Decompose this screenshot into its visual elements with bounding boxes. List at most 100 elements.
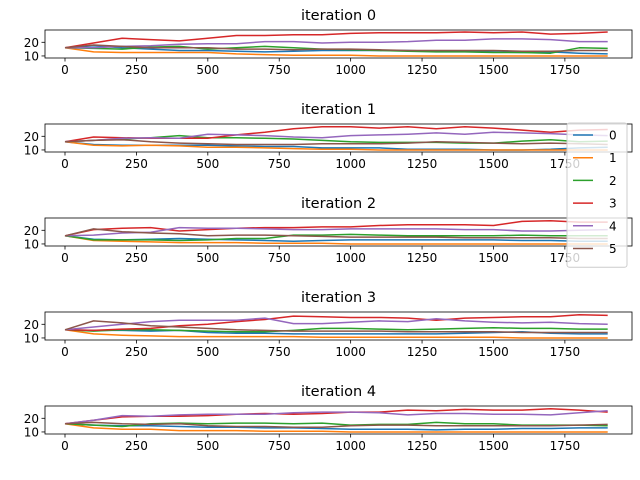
y-tick-label: 10 — [24, 331, 39, 345]
series-line-0 — [64, 235, 608, 242]
x-tick-label: 1750 — [550, 63, 581, 77]
legend-box — [566, 122, 628, 268]
y-tick-label: 10 — [24, 425, 39, 439]
x-tick-label: 250 — [125, 439, 148, 453]
x-tick-label: 1750 — [550, 345, 581, 359]
series-line-5 — [64, 138, 608, 146]
axes-frame — [44, 29, 633, 59]
series-line-2 — [64, 233, 608, 242]
x-tick-label: 1500 — [478, 251, 509, 265]
x-tick-label: 1500 — [478, 439, 509, 453]
series-line-4 — [64, 131, 608, 143]
x-tick-label: 0 — [61, 439, 69, 453]
subplot-iteration-2: iteration 20 250 500 750 1000 1250 1500 1750102… — [24, 196, 633, 265]
series-line-4 — [64, 317, 608, 331]
y-tick-label: 10 — [24, 49, 39, 63]
y-tick-label: 20 — [24, 318, 39, 332]
series-line-1 — [64, 47, 608, 57]
subplot-iteration-0: iteration 0 0 250 500 750 1000 1250 1500 1750 102… — [24, 8, 633, 77]
series-lines — [64, 219, 608, 245]
x-tick-label: 250 — [125, 345, 148, 359]
subplot-title: iteration 4 — [301, 384, 376, 400]
subplot-title: iteration 0 — [301, 8, 376, 24]
axes-frame — [44, 405, 633, 435]
series-line-3 — [64, 125, 608, 143]
x-tick-label: 1000 — [335, 439, 366, 453]
y-tick-label: 20 — [24, 412, 39, 426]
series-line-3 — [64, 31, 608, 49]
y-tick-label: 10 — [24, 237, 39, 251]
series-line-4 — [65, 38, 608, 49]
series-line-5 — [64, 320, 608, 334]
x-tick-label: 1250 — [407, 345, 438, 359]
x-tick-label: 750 — [268, 157, 291, 171]
series-line-5 — [64, 44, 608, 52]
series-line-1 — [64, 235, 608, 245]
x-tick-label: 1250 — [407, 157, 438, 171]
x-tick-label: 750 — [268, 63, 291, 77]
y-tick-label: 20 — [24, 224, 39, 238]
x-tick-label: 0 — [61, 251, 69, 265]
subplots: iteration 00 250 500 750 1000 1250 1500 1750102… — [24, 8, 633, 453]
y-tick-label: 10 — [24, 143, 39, 157]
series-line-0 — [64, 423, 608, 431]
x-tick-label: 1000 — [335, 63, 366, 77]
axes-frame — [44, 123, 633, 153]
x-tick-label: 0 — [61, 63, 69, 77]
y-tick-label: 20 — [24, 130, 39, 144]
x-tick-label: 1000 — [335, 345, 366, 359]
x-tick-label: 500 — [196, 157, 219, 171]
subplot-iteration-3: iteration 3 0 250 500 750 1000 1250 1500 1750 102… — [24, 290, 633, 359]
legend-label: 2 — [609, 174, 617, 188]
series-line-5 — [64, 228, 608, 240]
axes-frame — [44, 217, 633, 247]
series-lines — [64, 313, 608, 339]
x-tick-label: 0 — [61, 157, 69, 171]
subplot-iteration-1: iteration 10 250 500 750 1000 1250 1500 1750102… — [24, 102, 633, 171]
x-tick-label: 1500 — [478, 63, 509, 77]
subplot-iteration-4: iteration 4 0 250 500 750 1000 1250 1500 1750 102… — [24, 384, 633, 453]
x-tick-label: 1250 — [407, 251, 438, 265]
series-lines — [64, 407, 608, 433]
x-tick-label: 750 — [268, 439, 291, 453]
x-tick-label: 1500 — [478, 345, 509, 359]
x-tick-label: 250 — [125, 63, 148, 77]
x-tick-label: 1250 — [407, 63, 438, 77]
x-tick-label: 750 — [268, 251, 291, 265]
series-line-4 — [64, 410, 608, 425]
series-line-1 — [64, 329, 608, 339]
subplot-title: iteration 1 — [301, 102, 376, 118]
x-tick-label: 1500 — [478, 157, 509, 171]
x-tick-label: 1750 — [550, 439, 581, 453]
series-line-3 — [64, 219, 608, 237]
x-tick-label: 500 — [196, 63, 219, 77]
x-tick-label: 1000 — [335, 157, 366, 171]
x-tick-label: 0 — [61, 345, 69, 359]
series-line-5 — [64, 421, 608, 428]
legend-label: 0 — [609, 129, 617, 143]
axes-frame — [44, 311, 633, 341]
legend: 0 1 2 3 4 5 — [566, 122, 628, 268]
x-tick-label: 1000 — [335, 251, 366, 265]
series-line-2 — [64, 326, 608, 333]
legend-label: 5 — [609, 242, 617, 256]
x-tick-label: 500 — [196, 345, 219, 359]
series-line-1 — [64, 141, 608, 151]
y-tick-label: 20 — [24, 36, 39, 50]
x-tick-label: 250 — [125, 157, 148, 171]
subplot-title: iteration 2 — [301, 196, 376, 212]
legend-label: 3 — [609, 197, 617, 211]
series-lines — [64, 125, 608, 151]
subplot-title: iteration 3 — [301, 290, 376, 306]
legend-label: 4 — [609, 219, 617, 233]
series-line-1 — [64, 423, 608, 433]
series-line-4 — [64, 226, 608, 237]
x-tick-label: 500 — [196, 439, 219, 453]
x-tick-label: 500 — [196, 251, 219, 265]
series-line-3 — [64, 313, 608, 332]
series-lines — [64, 31, 608, 57]
legend-label: 1 — [609, 151, 617, 165]
x-tick-label: 750 — [268, 345, 291, 359]
x-tick-label: 1250 — [407, 439, 438, 453]
